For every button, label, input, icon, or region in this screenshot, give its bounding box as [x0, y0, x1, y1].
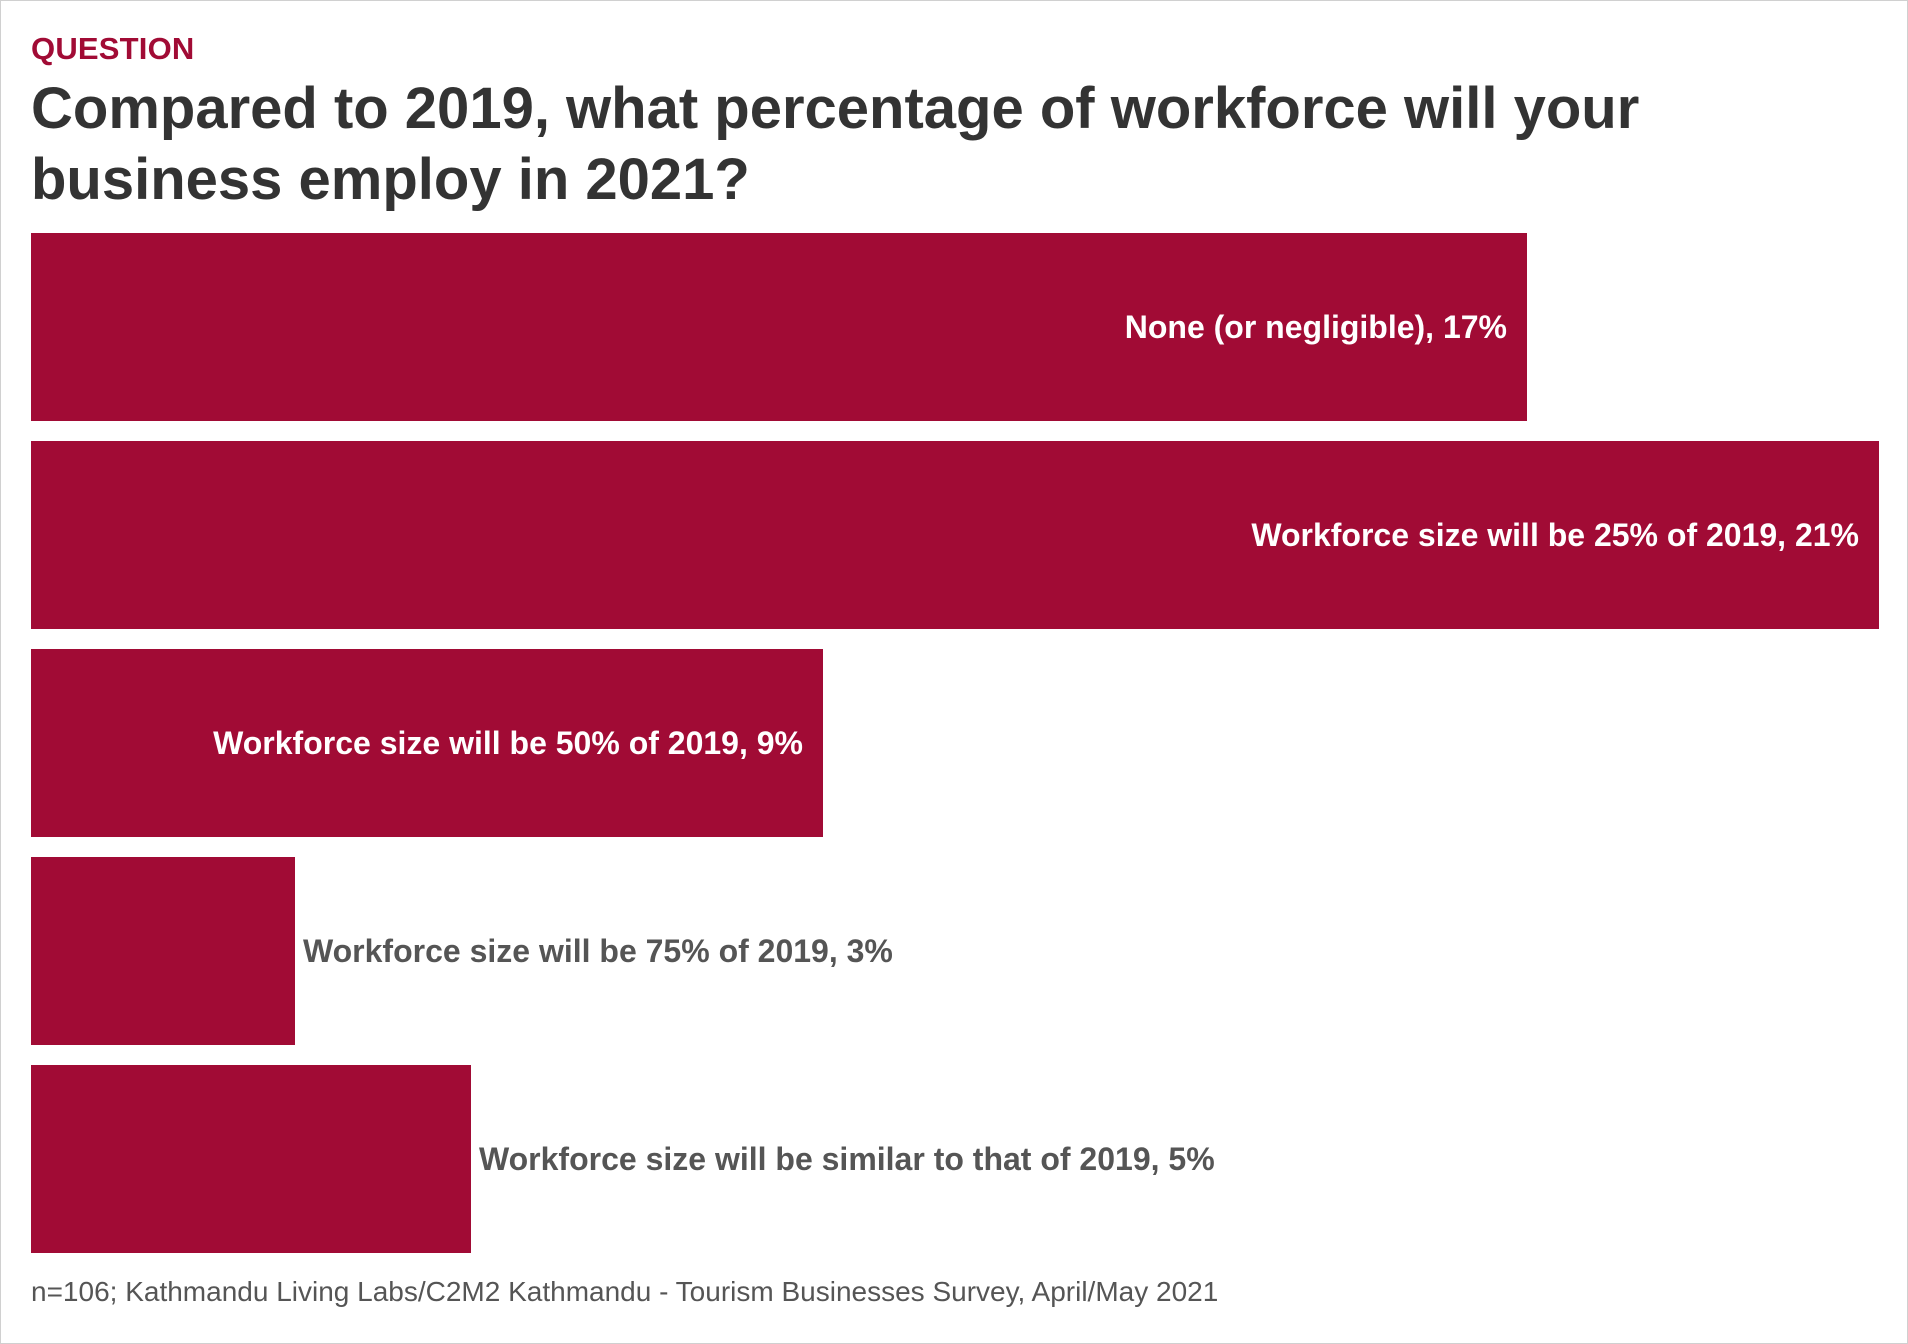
bar-3	[31, 649, 823, 837]
bar-label-4: Workforce size will be 75% of 2019, 3%	[303, 933, 893, 969]
source-note: n=106; Kathmandu Living Labs/C2M2 Kathma…	[31, 1276, 1219, 1307]
bar-label-2: Workforce size will be 25% of 2019, 21%	[1251, 517, 1859, 553]
bar-2	[31, 441, 1879, 629]
bar-label-1: None (or negligible), 17%	[1125, 309, 1507, 345]
question-kicker: QUESTION	[31, 31, 195, 66]
bar-1	[31, 233, 1527, 421]
chart-title: Compared to 2019, what percentage of wor…	[31, 76, 1640, 212]
bar-label-3: Workforce size will be 50% of 2019, 9%	[213, 725, 803, 761]
bar-4	[31, 857, 295, 1045]
bar-5	[31, 1065, 471, 1253]
bar-label-5: Workforce size will be similar to that o…	[479, 1141, 1215, 1177]
